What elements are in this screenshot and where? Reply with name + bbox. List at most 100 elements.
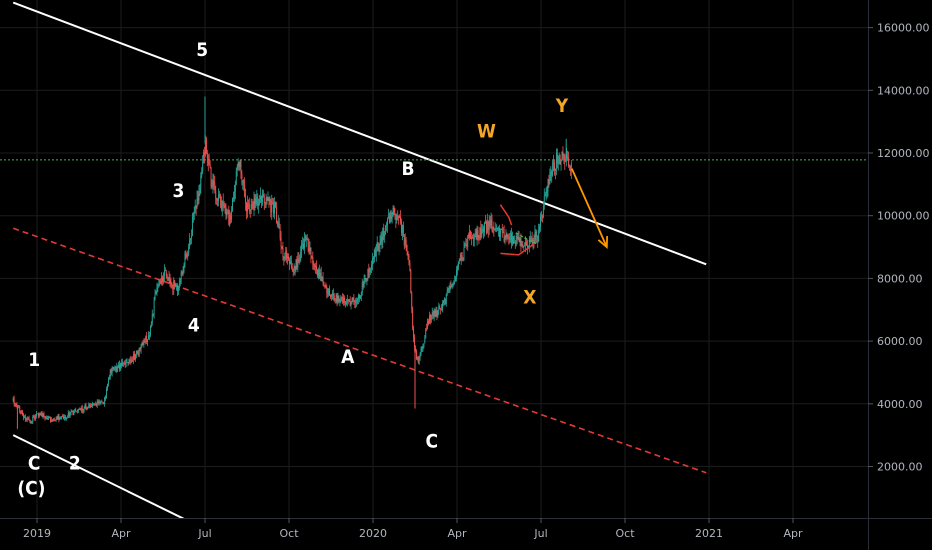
candle-body xyxy=(536,236,538,238)
candle-body xyxy=(57,415,59,420)
candle xyxy=(133,351,135,365)
candle-body xyxy=(494,228,496,230)
candle xyxy=(267,191,269,201)
candle-body xyxy=(211,185,213,187)
candle-body xyxy=(555,153,557,169)
candle xyxy=(228,205,230,226)
candle-body xyxy=(483,228,485,232)
candle xyxy=(103,401,105,405)
candle-body xyxy=(64,416,65,419)
candle xyxy=(196,190,198,209)
candle xyxy=(79,407,81,411)
candle-body xyxy=(540,215,541,227)
candle-body xyxy=(385,225,387,235)
candle-body xyxy=(171,283,173,287)
candle xyxy=(250,198,252,214)
candle xyxy=(159,280,161,286)
candle xyxy=(194,199,196,214)
candle-body xyxy=(543,196,545,207)
candle-body xyxy=(497,227,499,230)
candle xyxy=(461,252,463,262)
candle xyxy=(214,175,216,194)
candle-body xyxy=(286,251,288,259)
candle xyxy=(383,223,385,241)
candle-body xyxy=(389,211,391,222)
candle xyxy=(213,174,215,190)
candle-body xyxy=(415,351,417,360)
candle-body xyxy=(167,277,169,279)
candle-body xyxy=(172,286,174,290)
candle xyxy=(490,212,492,230)
candle-body xyxy=(46,417,48,419)
candle xyxy=(23,415,25,419)
candle-body xyxy=(272,202,274,204)
candle-body xyxy=(249,210,251,212)
candle xyxy=(338,295,340,303)
candle xyxy=(331,290,333,300)
candle xyxy=(238,161,240,172)
candle-body xyxy=(402,224,404,236)
candle xyxy=(430,314,432,324)
candle-body xyxy=(184,253,186,265)
candle xyxy=(420,346,422,356)
candle xyxy=(386,221,387,232)
time-axis-label: 2019 xyxy=(23,527,51,540)
candle-body xyxy=(480,227,482,237)
candle-body xyxy=(302,243,303,245)
candle-body xyxy=(318,269,320,279)
candle-body xyxy=(418,357,420,363)
candle-body xyxy=(424,338,426,344)
candle-body xyxy=(527,245,528,249)
candle xyxy=(497,227,499,231)
candle xyxy=(167,277,169,282)
candle-body xyxy=(156,287,158,291)
candle-body xyxy=(283,256,285,260)
candle xyxy=(563,153,565,165)
candle-body xyxy=(371,264,373,269)
candle-body xyxy=(293,265,295,272)
candle xyxy=(424,335,426,344)
candle-body xyxy=(373,250,375,259)
candle xyxy=(521,240,523,247)
candle xyxy=(406,244,408,256)
candle xyxy=(139,347,141,352)
candle xyxy=(210,166,212,190)
candle xyxy=(23,412,24,421)
candle-body xyxy=(453,283,455,285)
candle xyxy=(292,268,294,277)
candle-body xyxy=(373,257,374,259)
candle-body xyxy=(93,403,94,405)
candle xyxy=(77,409,79,414)
candle-body xyxy=(25,419,27,421)
candle-body xyxy=(15,404,17,405)
candle-body xyxy=(203,152,205,164)
candle xyxy=(206,149,208,167)
candle xyxy=(542,201,544,219)
candle xyxy=(31,420,33,425)
candle-body xyxy=(52,418,54,421)
candle xyxy=(14,402,16,407)
candle xyxy=(515,233,517,247)
candle-body xyxy=(81,407,83,411)
candle-body xyxy=(334,298,336,300)
candle-body xyxy=(117,366,119,369)
candle xyxy=(512,231,513,247)
candle xyxy=(74,408,76,413)
candle-body xyxy=(162,277,163,282)
candle-body xyxy=(292,269,294,272)
candle xyxy=(212,173,214,194)
candle-body xyxy=(204,152,205,155)
candle-body xyxy=(104,397,106,405)
candle-body xyxy=(344,297,345,302)
candle xyxy=(537,235,539,248)
candle xyxy=(28,415,30,421)
candle-body xyxy=(288,256,289,261)
candle-body xyxy=(76,411,78,413)
candle-body xyxy=(190,238,191,241)
candle xyxy=(141,342,143,348)
candle xyxy=(505,229,507,240)
wave-label-4: 4 xyxy=(188,315,200,337)
candle xyxy=(441,304,443,311)
candle-body xyxy=(113,367,115,369)
